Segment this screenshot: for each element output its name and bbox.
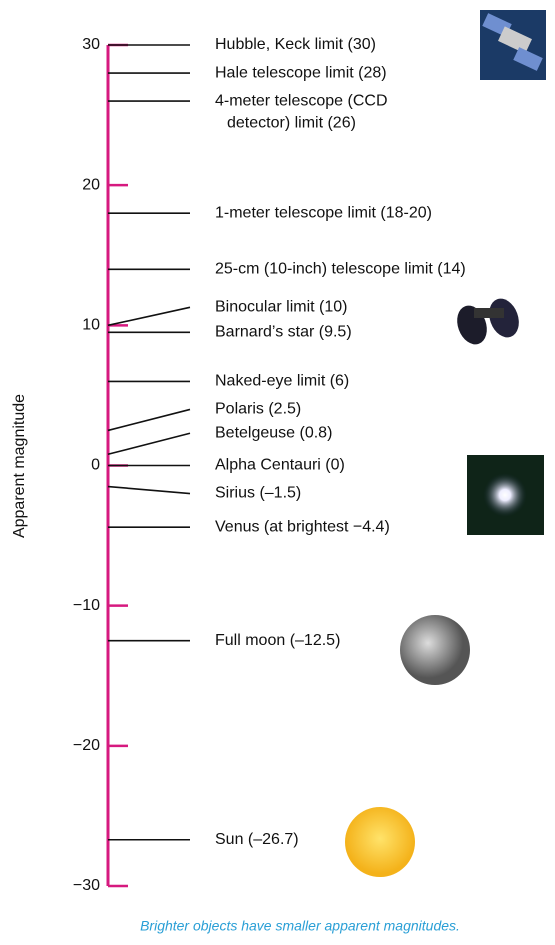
leader-line: [107, 306, 191, 327]
item-label: Barnard’s star (9.5): [215, 324, 352, 341]
y-tick-label: 30: [82, 36, 100, 53]
y-tick-label: −30: [73, 877, 100, 894]
caption: Brighter objects have smaller apparent m…: [140, 918, 460, 934]
y-axis-label: Apparent magnitude: [11, 394, 28, 538]
item-label: 1-meter telescope limit (18-20): [215, 204, 432, 221]
item-label: Hubble, Keck limit (30): [215, 36, 376, 53]
leader-line: [107, 408, 191, 432]
item-label: 4-meter telescope (CCD: [215, 92, 388, 109]
item-label: Naked-eye limit (6): [215, 373, 349, 390]
item-label: Hale telescope limit (28): [215, 64, 387, 81]
leader-line: [107, 485, 191, 495]
item-label: Alpha Centauri (0): [215, 457, 345, 474]
sun-image: [345, 807, 415, 877]
binoculars-image: [457, 298, 519, 345]
moon-image: [400, 615, 470, 685]
y-tick-label: 10: [82, 317, 100, 334]
item-label: Sirius (–1.5): [215, 485, 301, 502]
item-label: Venus (at brightest −4.4): [215, 518, 390, 535]
star-image: [467, 455, 544, 535]
y-tick-label: −20: [73, 737, 100, 754]
item-label: Betelgeuse (0.8): [215, 425, 332, 442]
item-label: detector) limit (26): [227, 114, 356, 131]
item-label: Full moon (–12.5): [215, 632, 340, 649]
y-tick-label: 20: [82, 176, 100, 193]
telescope-image: [480, 10, 546, 80]
item-label: Binocular limit (10): [215, 299, 347, 316]
item-label: 25-cm (10-inch) telescope limit (14): [215, 260, 466, 277]
item-label: Polaris (2.5): [215, 401, 301, 418]
item-label: Sun (–26.7): [215, 831, 299, 848]
y-tick-label: 0: [91, 457, 100, 474]
leader-line: [107, 432, 191, 456]
y-tick-label: −10: [73, 597, 100, 614]
